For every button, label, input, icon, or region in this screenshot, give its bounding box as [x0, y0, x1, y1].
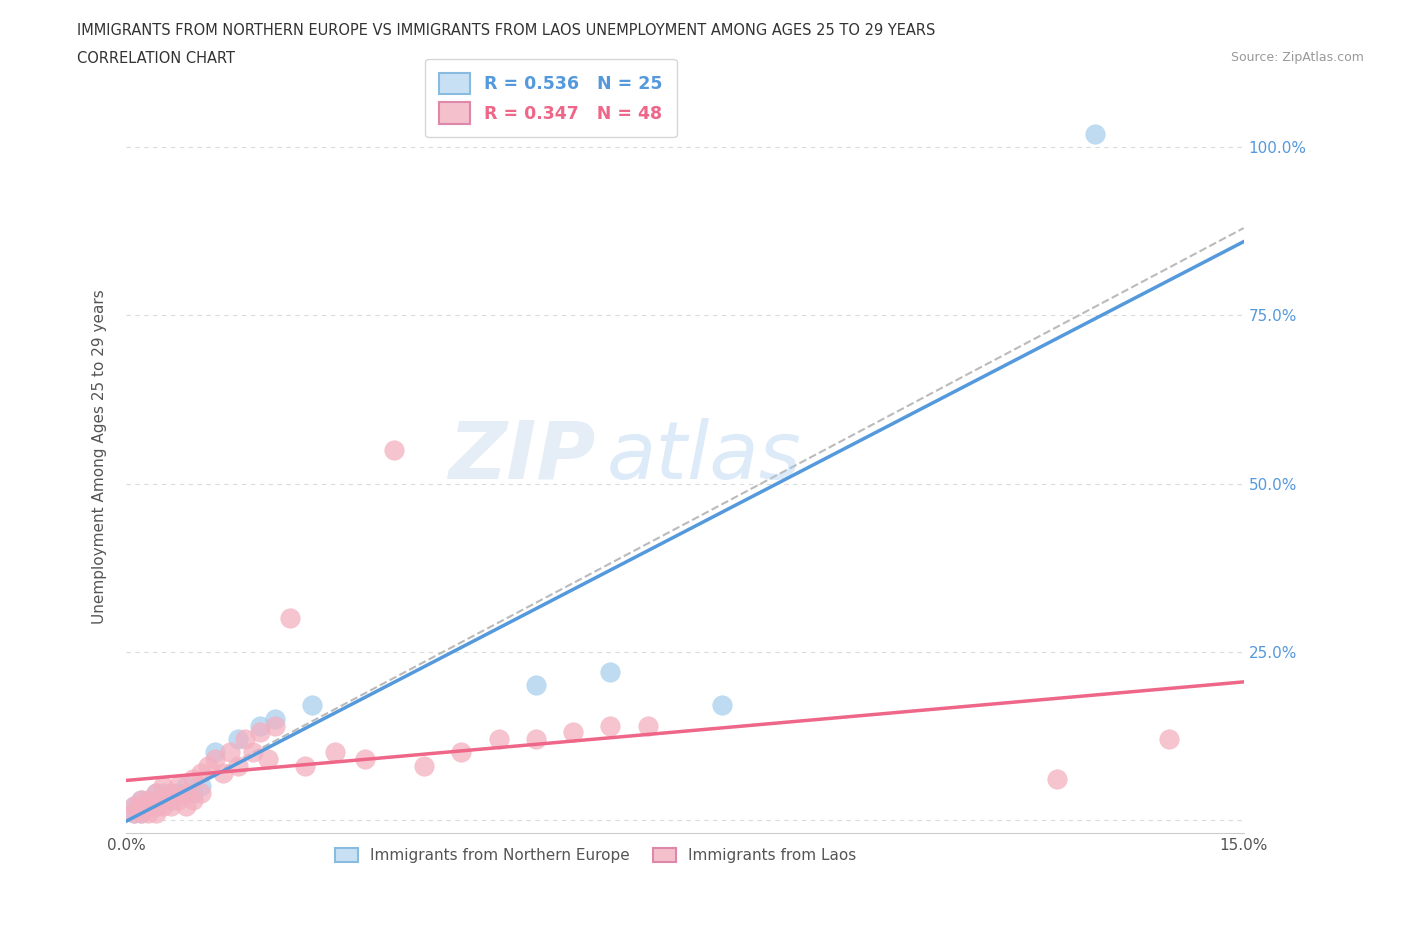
Point [159, 799, 181, 814]
Text: CORRELATION CHART: CORRELATION CHART [77, 51, 235, 66]
Point [599, 664, 621, 679]
Point [167, 786, 190, 801]
Legend: Immigrants from Northern Europe, Immigrants from Laos: Immigrants from Northern Europe, Immigra… [328, 841, 863, 870]
Point [181, 786, 204, 801]
Point [159, 792, 181, 807]
Point [204, 751, 226, 766]
Point [294, 759, 316, 774]
Point [226, 759, 249, 774]
Point [562, 724, 585, 739]
Point [181, 792, 204, 807]
Point [152, 778, 174, 793]
Point [242, 745, 264, 760]
Point [152, 786, 174, 801]
Point [278, 611, 301, 626]
Point [1046, 772, 1069, 787]
Text: ZIP: ZIP [449, 418, 596, 496]
Point [190, 786, 212, 801]
Point [190, 765, 212, 780]
Point [145, 799, 167, 814]
Point [190, 778, 212, 793]
Point [1084, 126, 1107, 141]
Point [488, 732, 510, 747]
Point [219, 745, 242, 760]
Point [249, 718, 271, 733]
Point [524, 732, 547, 747]
Text: Source: ZipAtlas.com: Source: ZipAtlas.com [1230, 51, 1364, 64]
Point [145, 786, 167, 801]
Point [212, 765, 235, 780]
Point [174, 799, 197, 814]
Point [382, 443, 405, 458]
Point [122, 805, 145, 820]
Point [174, 778, 197, 793]
Point [249, 724, 271, 739]
Text: atlas: atlas [607, 418, 801, 496]
Point [711, 698, 734, 713]
Point [204, 745, 226, 760]
Point [174, 786, 197, 801]
Point [138, 805, 160, 820]
Point [129, 805, 152, 820]
Point [450, 745, 472, 760]
Point [413, 759, 436, 774]
Point [264, 718, 287, 733]
Point [167, 792, 190, 807]
Point [122, 799, 145, 814]
Point [129, 792, 152, 807]
Point [138, 792, 160, 807]
Point [256, 751, 278, 766]
Point [129, 792, 152, 807]
Point [167, 778, 190, 793]
Point [233, 732, 256, 747]
Point [122, 799, 145, 814]
Point [145, 799, 167, 814]
Y-axis label: Unemployment Among Ages 25 to 29 years: Unemployment Among Ages 25 to 29 years [93, 289, 107, 624]
Point [138, 792, 160, 807]
Point [181, 772, 204, 787]
Point [138, 799, 160, 814]
Point [129, 805, 152, 820]
Point [1159, 732, 1181, 747]
Point [159, 786, 181, 801]
Point [152, 792, 174, 807]
Point [152, 792, 174, 807]
Point [264, 711, 287, 726]
Point [323, 745, 346, 760]
Point [353, 751, 375, 766]
Point [197, 759, 219, 774]
Point [226, 732, 249, 747]
Text: IMMIGRANTS FROM NORTHERN EUROPE VS IMMIGRANTS FROM LAOS UNEMPLOYMENT AMONG AGES : IMMIGRANTS FROM NORTHERN EUROPE VS IMMIG… [77, 23, 936, 38]
Point [599, 718, 621, 733]
Point [524, 678, 547, 693]
Point [145, 786, 167, 801]
Point [122, 805, 145, 820]
Point [129, 799, 152, 814]
Point [301, 698, 323, 713]
Point [129, 799, 152, 814]
Point [145, 805, 167, 820]
Point [637, 718, 659, 733]
Point [152, 799, 174, 814]
Point [138, 799, 160, 814]
